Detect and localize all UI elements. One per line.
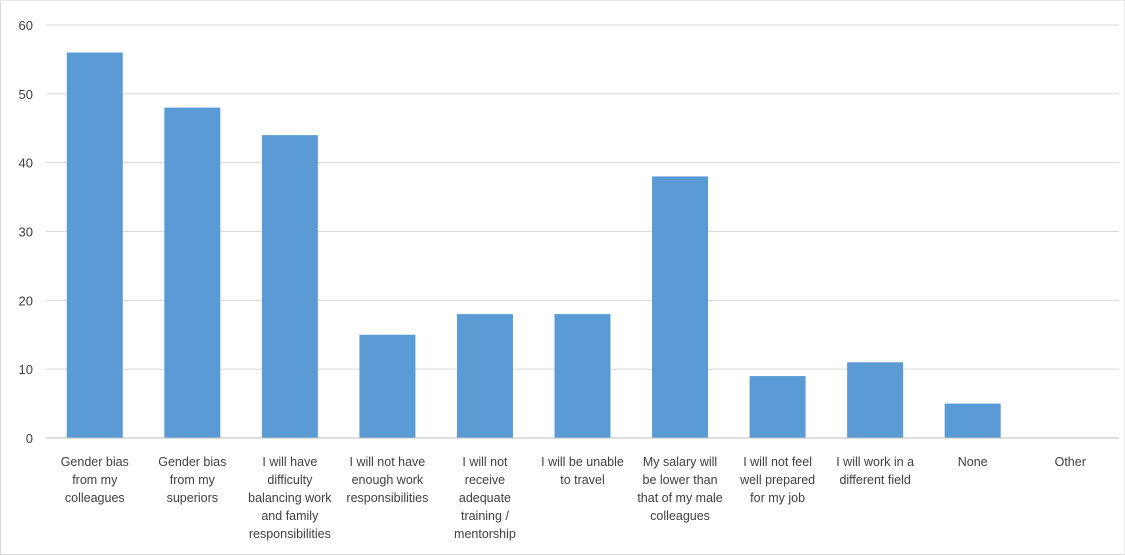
x-tick-label-line: receive bbox=[465, 473, 505, 487]
x-tick-label-line: to travel bbox=[560, 473, 604, 487]
x-tick-label: Gender bias from my colleagues bbox=[61, 455, 129, 505]
x-tick-label-line: I will not feel bbox=[743, 455, 812, 469]
x-tick-label-line: training / bbox=[461, 509, 509, 523]
x-tick-label: I will have difficulty balancing work and f… bbox=[248, 455, 332, 541]
x-tick-label: My salary will be lower than that of my ma… bbox=[637, 455, 722, 523]
x-tick-label-line: I will not bbox=[462, 455, 508, 469]
y-tick-label: 30 bbox=[19, 225, 33, 240]
x-tick-label-line: Gender bias bbox=[61, 455, 129, 469]
x-tick-label-line: different field bbox=[839, 473, 910, 487]
x-tick-label-line: I will work in a bbox=[836, 455, 914, 469]
x-tick-label-line: be lower than bbox=[643, 473, 718, 487]
bar bbox=[164, 107, 221, 438]
x-tick-label-line: colleagues bbox=[650, 509, 710, 523]
x-tick-label-line: My salary will bbox=[643, 455, 717, 469]
y-tick-label: 20 bbox=[19, 293, 33, 308]
bar bbox=[554, 314, 611, 438]
x-tick-label: I will work in a different field bbox=[836, 455, 914, 487]
bar bbox=[944, 403, 1001, 438]
x-tick-label-line: I will not have bbox=[350, 455, 426, 469]
bar bbox=[749, 376, 806, 438]
bar bbox=[261, 135, 318, 438]
x-tick-label-line: enough work bbox=[352, 473, 424, 487]
y-tick-label: 10 bbox=[19, 362, 33, 377]
x-tick-label-line: that of my male bbox=[637, 491, 722, 505]
x-tick-label-line: for my job bbox=[750, 491, 805, 505]
x-tick-label-line: superiors bbox=[167, 491, 218, 505]
x-tick-label: I will be unable to travel bbox=[541, 455, 624, 487]
x-tick-label-line: and family bbox=[261, 509, 319, 523]
gridlines bbox=[46, 24, 1119, 370]
x-tick-label: Other bbox=[1055, 455, 1086, 469]
x-tick-label-line: adequate bbox=[459, 491, 511, 505]
bar bbox=[66, 52, 123, 439]
x-axis-labels: Gender bias from my colleagues Gender bias f… bbox=[61, 455, 1086, 541]
x-tick-label-line: from my bbox=[72, 473, 118, 487]
x-tick-label-line: well prepared bbox=[739, 473, 815, 487]
x-tick-label-line: I will be unable bbox=[541, 455, 624, 469]
x-tick-label-line: None bbox=[958, 455, 988, 469]
y-tick-label: 60 bbox=[19, 18, 33, 33]
bar bbox=[847, 362, 904, 438]
bar bbox=[652, 176, 709, 438]
y-tick-label: 0 bbox=[26, 431, 33, 446]
x-tick-label-line: colleagues bbox=[65, 491, 125, 505]
x-tick-label: I will not receive adequate training / mento… bbox=[454, 455, 516, 541]
x-tick-label: I will not feel well prepared for my job bbox=[739, 455, 815, 505]
x-tick-label-line: from my bbox=[170, 473, 216, 487]
x-tick-label-line: balancing work bbox=[248, 491, 332, 505]
x-tick-label-line: Other bbox=[1055, 455, 1086, 469]
x-tick-label-line: responsibilities bbox=[346, 491, 428, 505]
x-tick-label: I will not have enough work responsibiliti… bbox=[346, 455, 428, 505]
x-tick-label-line: difficulty bbox=[267, 473, 313, 487]
x-tick-label: Gender bias from my superiors bbox=[158, 455, 226, 505]
x-tick-label-line: mentorship bbox=[454, 527, 516, 541]
x-tick-label: None bbox=[958, 455, 988, 469]
y-axis-ticks: 0 10 20 30 40 50 60 bbox=[19, 18, 33, 446]
bar bbox=[359, 334, 416, 438]
x-tick-label-line: responsibilities bbox=[249, 527, 331, 541]
y-tick-label: 50 bbox=[19, 87, 33, 102]
x-tick-label-line: Gender bias bbox=[158, 455, 226, 469]
x-tick-label-line: I will have bbox=[262, 455, 317, 469]
y-tick-label: 40 bbox=[19, 156, 33, 171]
bar bbox=[456, 314, 513, 438]
bars bbox=[66, 52, 1001, 439]
